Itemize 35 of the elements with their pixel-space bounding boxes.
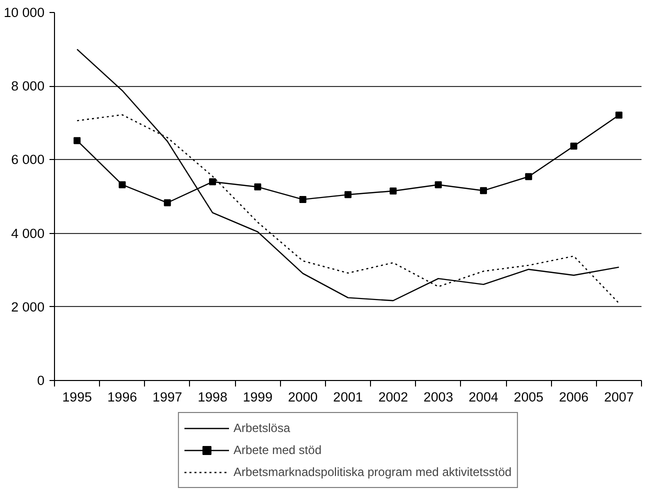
- point: [480, 187, 487, 194]
- y-tick-label: 0: [37, 373, 45, 388]
- point: [390, 187, 397, 194]
- x-tick-label: 1997: [152, 390, 182, 404]
- point: [118, 181, 126, 188]
- point: [299, 196, 306, 203]
- point: [570, 142, 578, 150]
- point: [434, 181, 442, 188]
- y-tick-label: 6 000: [11, 152, 45, 168]
- x-tick-label: 2000: [288, 390, 318, 404]
- x-tick-label: 2001: [333, 390, 363, 404]
- x-tick-label: 1995: [62, 390, 92, 404]
- point: [74, 137, 81, 144]
- y-tick-label: 2 000: [11, 299, 45, 314]
- y-tick-label: 10 000: [4, 5, 44, 20]
- x-tick-label: 2006: [558, 390, 589, 404]
- x-tick-label: 2007: [604, 390, 634, 404]
- x-tick-label: 1996: [107, 390, 138, 404]
- point: [525, 173, 532, 180]
- point: [344, 191, 352, 198]
- y-tick-label: 8 000: [11, 78, 45, 94]
- point: [254, 183, 262, 190]
- x-tick-label: 2002: [378, 390, 408, 404]
- x-tick-label: 2005: [514, 390, 544, 404]
- point: [209, 178, 216, 186]
- y-tick-label: 4 000: [11, 226, 45, 241]
- x-tick-label: 2004: [468, 390, 499, 404]
- legend-label: Arbete med stöd: [233, 443, 322, 457]
- legend-label: Arbetslösa: [233, 421, 290, 435]
- point: [615, 112, 622, 119]
- point: [164, 199, 171, 206]
- x-tick-label: 1998: [198, 390, 228, 404]
- x-tick-label: 1999: [242, 390, 273, 404]
- x-tick-label: 2003: [423, 390, 454, 404]
- legend-label: Arbetsmarknadspolitiska program med aktivitetsstöd: [233, 465, 512, 479]
